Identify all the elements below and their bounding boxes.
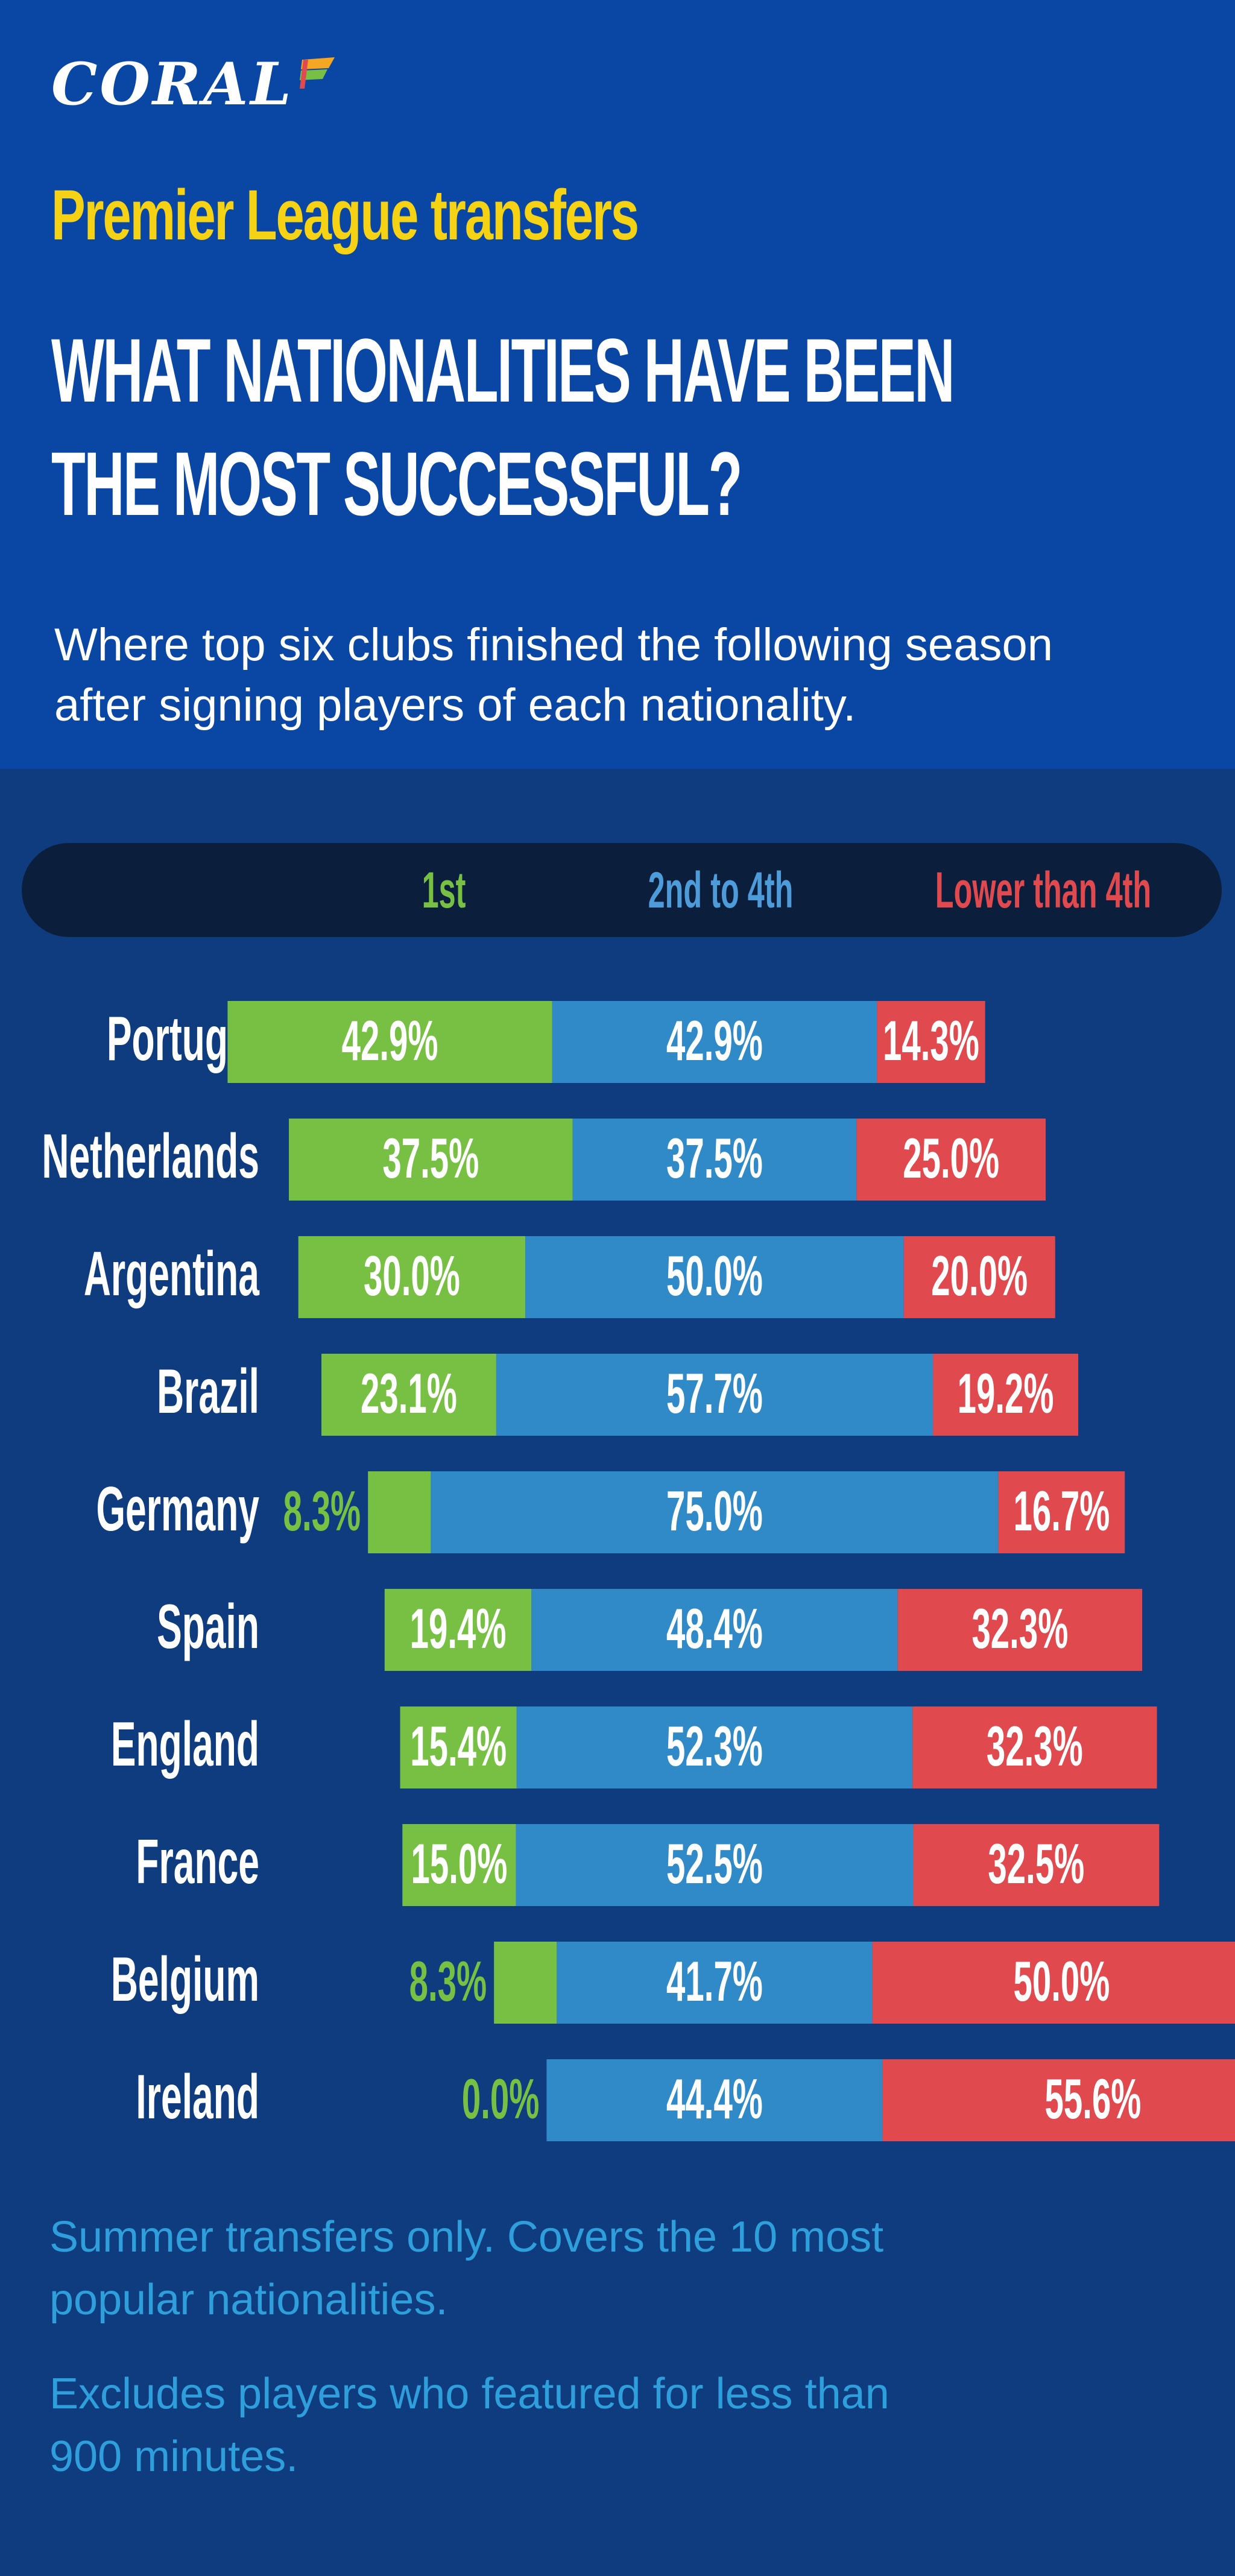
data-label-second-to-fourth: 41.7% <box>666 1950 763 2013</box>
stacked-bar-chart: Portugal 42.9% 42.9% 14.3%Netherlands 37.5% 3… <box>42 1001 1235 2141</box>
bar-segment-lower-than-fourth <box>897 1589 1143 1671</box>
bar-segment-second-to-fourth <box>557 1942 873 2024</box>
data-label-second-to-fourth: 50.0% <box>666 1245 763 1307</box>
data-label-lower-than-fourth: 20.0% <box>931 1245 1028 1307</box>
flag-icon <box>299 57 335 89</box>
bar-segment-second-to-fourth <box>516 1706 913 1788</box>
data-label-second-to-fourth: 42.9% <box>666 1009 763 1072</box>
bar-segment-lower-than-fourth <box>882 2059 1235 2141</box>
data-label-lower-than-fourth: 14.3% <box>883 1009 979 1072</box>
footnote-2-line-2: 900 minutes. <box>49 2432 298 2481</box>
bar-segment-second-to-fourth <box>525 1236 904 1318</box>
data-label-first: 23.1% <box>361 1362 457 1425</box>
legend-bar <box>22 843 1222 937</box>
data-label-second-to-fourth: 44.4% <box>666 2068 763 2130</box>
subtitle-line-1: Where top six clubs finished the followi… <box>54 619 1053 671</box>
data-label-second-to-fourth: 37.5% <box>666 1127 763 1190</box>
country-label: Netherlands <box>42 1122 259 1192</box>
bar-segment-second-to-fourth <box>546 2059 883 2141</box>
bar-segment-lower-than-fourth <box>998 1471 1125 1553</box>
logo-text: CORAL <box>51 50 294 118</box>
bar-segment-first <box>298 1236 526 1318</box>
data-label-second-to-fourth: 75.0% <box>666 1480 763 1542</box>
data-label-first: 0.0% <box>462 2068 540 2130</box>
data-label-first: 42.9% <box>342 1009 438 1072</box>
country-label: Argentina <box>84 1239 260 1309</box>
country-label: England <box>111 1709 259 1779</box>
data-label-first: 37.5% <box>382 1127 479 1190</box>
country-label: Spain <box>157 1592 259 1662</box>
data-label-lower-than-fourth: 32.3% <box>987 1715 1083 1778</box>
bar-segment-first <box>321 1354 496 1436</box>
data-label-lower-than-fourth: 25.0% <box>903 1127 999 1190</box>
legend-lower-than-fourth: Lower than 4th <box>935 862 1152 918</box>
footnote-minutes: Excludes players who featured for less t… <box>49 2363 889 2488</box>
footnote-2-line-1: Excludes players who featured for less t… <box>49 2370 889 2418</box>
bar-segment-first <box>384 1589 532 1671</box>
bar-segment-first <box>402 1824 516 1906</box>
country-label: Brazil <box>157 1357 259 1427</box>
bar-segment-lower-than-fourth <box>903 1236 1055 1318</box>
data-label-lower-than-fourth: 19.2% <box>958 1362 1054 1425</box>
kicker-text: Premier League transfers <box>51 175 639 255</box>
bar-segment-lower-than-fourth <box>912 1706 1157 1788</box>
bar-segment-lower-than-fourth <box>913 1824 1160 1906</box>
bar-segment-first <box>227 1001 552 1083</box>
data-label-second-to-fourth: 52.3% <box>666 1715 763 1778</box>
coral-logo: CORAL <box>51 55 340 113</box>
bar-segment-second-to-fourth <box>531 1589 898 1671</box>
data-label-lower-than-fourth: 16.7% <box>1013 1480 1110 1542</box>
title-line-1: WHAT NATIONALITIES HAVE BEEN <box>51 320 955 421</box>
data-label-first: 8.3% <box>283 1480 361 1542</box>
country-label: Belgium <box>111 1945 259 2015</box>
subtitle: Where top six clubs finished the followi… <box>54 615 1053 736</box>
data-label-second-to-fourth: 57.7% <box>666 1362 763 1425</box>
bar-segment-lower-than-fourth <box>856 1119 1046 1201</box>
bar-segment-first <box>494 1942 557 2024</box>
legend-first: 1st <box>422 862 466 918</box>
country-label: Germany <box>96 1474 260 1544</box>
data-label-first: 8.3% <box>409 1950 487 2013</box>
bar-segment-lower-than-fourth <box>933 1354 1079 1436</box>
data-label-lower-than-fourth: 55.6% <box>1045 2068 1142 2130</box>
data-label-first: 19.4% <box>410 1597 507 1660</box>
footnote-summer: Summer transfers only. Covers the 10 mos… <box>49 2206 883 2331</box>
bar-segment-second-to-fourth <box>516 1824 914 1906</box>
data-label-lower-than-fourth: 50.0% <box>1013 1950 1110 2013</box>
bar-segment-second-to-fourth <box>552 1001 877 1083</box>
footnote-1-line-1: Summer transfers only. Covers the 10 mos… <box>49 2213 884 2261</box>
data-label-lower-than-fourth: 32.3% <box>971 1597 1068 1660</box>
legend-second-to-fourth: 2nd to 4th <box>648 862 794 918</box>
bar-segment-first <box>289 1119 573 1201</box>
data-label-first: 15.4% <box>410 1715 507 1778</box>
header-panel: CORAL Premier League transfers WHAT NATI… <box>0 0 1235 769</box>
data-label-lower-than-fourth: 32.5% <box>988 1833 1084 1895</box>
country-label: France <box>136 1827 259 1897</box>
data-label-second-to-fourth: 52.5% <box>666 1833 763 1895</box>
data-label-first: 30.0% <box>364 1245 460 1307</box>
bar-segment-lower-than-fourth <box>877 1001 985 1083</box>
title-line-2: THE MOST SUCCESSFUL? <box>51 433 742 534</box>
country-label: Ireland <box>136 2062 259 2132</box>
data-label-second-to-fourth: 48.4% <box>666 1597 763 1660</box>
bar-segment-second-to-fourth <box>431 1471 999 1553</box>
data-label-first: 15.0% <box>411 1833 507 1895</box>
bar-segment-second-to-fourth <box>496 1354 933 1436</box>
footnote-1-line-2: popular nationalities. <box>49 2276 448 2324</box>
bar-segment-second-to-fourth <box>572 1119 857 1201</box>
page-title: WHAT NATIONALITIES HAVE BEEN THE MOST SU… <box>51 314 955 540</box>
bar-segment-first <box>368 1471 431 1553</box>
subtitle-line-2: after signing players of each nationalit… <box>54 680 856 731</box>
bar-segment-first <box>400 1706 517 1788</box>
bar-segment-lower-than-fourth <box>872 1942 1235 2024</box>
